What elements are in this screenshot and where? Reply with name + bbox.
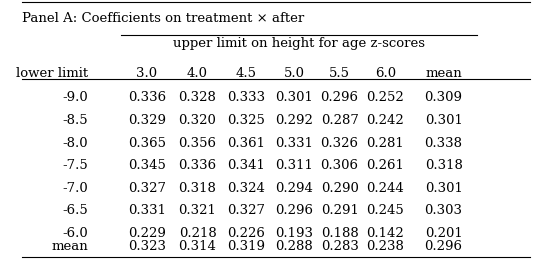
Text: 0.320: 0.320 xyxy=(178,114,216,127)
Text: 0.329: 0.329 xyxy=(128,114,166,127)
Text: 0.319: 0.319 xyxy=(227,240,265,253)
Text: 0.325: 0.325 xyxy=(227,114,265,127)
Text: 0.290: 0.290 xyxy=(320,182,358,195)
Text: 0.292: 0.292 xyxy=(275,114,313,127)
Text: 0.365: 0.365 xyxy=(128,136,166,149)
Text: 0.306: 0.306 xyxy=(320,159,358,172)
Text: lower limit: lower limit xyxy=(17,67,89,80)
Text: 0.321: 0.321 xyxy=(178,204,216,217)
Text: 0.288: 0.288 xyxy=(275,240,313,253)
Text: 0.303: 0.303 xyxy=(425,204,462,217)
Text: 0.345: 0.345 xyxy=(128,159,166,172)
Text: 0.326: 0.326 xyxy=(320,136,358,149)
Text: mean: mean xyxy=(52,240,89,253)
Text: 0.323: 0.323 xyxy=(128,240,166,253)
Text: 0.296: 0.296 xyxy=(275,204,313,217)
Text: 0.294: 0.294 xyxy=(275,182,313,195)
Text: 0.338: 0.338 xyxy=(425,136,462,149)
Text: Panel A: Coefficients on treatment × after: Panel A: Coefficients on treatment × aft… xyxy=(22,12,305,25)
Text: 0.311: 0.311 xyxy=(275,159,313,172)
Text: 6.0: 6.0 xyxy=(375,67,396,80)
Text: 0.238: 0.238 xyxy=(366,240,404,253)
Text: 3.0: 3.0 xyxy=(136,67,158,80)
Text: 0.193: 0.193 xyxy=(275,227,313,240)
Text: 0.226: 0.226 xyxy=(227,227,265,240)
Text: 0.324: 0.324 xyxy=(227,182,265,195)
Text: 0.336: 0.336 xyxy=(128,91,166,104)
Text: -8.5: -8.5 xyxy=(63,114,89,127)
Text: 0.327: 0.327 xyxy=(128,182,166,195)
Text: -6.0: -6.0 xyxy=(62,227,89,240)
Text: 0.331: 0.331 xyxy=(128,204,166,217)
Text: 0.361: 0.361 xyxy=(227,136,265,149)
Text: 0.283: 0.283 xyxy=(320,240,358,253)
Text: mean: mean xyxy=(425,67,462,80)
Text: 0.201: 0.201 xyxy=(425,227,462,240)
Text: 0.309: 0.309 xyxy=(425,91,462,104)
Text: 0.252: 0.252 xyxy=(366,91,404,104)
Text: 0.301: 0.301 xyxy=(425,114,462,127)
Text: 0.242: 0.242 xyxy=(366,114,404,127)
Text: 0.296: 0.296 xyxy=(320,91,358,104)
Text: 0.328: 0.328 xyxy=(178,91,216,104)
Text: 4.5: 4.5 xyxy=(235,67,256,80)
Text: -7.5: -7.5 xyxy=(62,159,89,172)
Text: 5.0: 5.0 xyxy=(284,67,304,80)
Text: -8.0: -8.0 xyxy=(63,136,89,149)
Text: 0.261: 0.261 xyxy=(366,159,404,172)
Text: 0.301: 0.301 xyxy=(275,91,313,104)
Text: 0.245: 0.245 xyxy=(366,204,404,217)
Text: 0.318: 0.318 xyxy=(178,182,216,195)
Text: -9.0: -9.0 xyxy=(62,91,89,104)
Text: 4.0: 4.0 xyxy=(187,67,208,80)
Text: 0.296: 0.296 xyxy=(425,240,462,253)
Text: -6.5: -6.5 xyxy=(62,204,89,217)
Text: 0.331: 0.331 xyxy=(275,136,313,149)
Text: 0.314: 0.314 xyxy=(178,240,216,253)
Text: 0.327: 0.327 xyxy=(227,204,265,217)
Text: 0.281: 0.281 xyxy=(366,136,404,149)
Text: 0.301: 0.301 xyxy=(425,182,462,195)
Text: 0.341: 0.341 xyxy=(227,159,265,172)
Text: 5.5: 5.5 xyxy=(329,67,350,80)
Text: 0.356: 0.356 xyxy=(178,136,216,149)
Text: 0.287: 0.287 xyxy=(320,114,358,127)
Text: 0.333: 0.333 xyxy=(226,91,265,104)
Text: 0.188: 0.188 xyxy=(321,227,358,240)
Text: upper limit on height for age z-scores: upper limit on height for age z-scores xyxy=(173,37,425,50)
Text: 0.336: 0.336 xyxy=(178,159,217,172)
Text: 0.244: 0.244 xyxy=(366,182,404,195)
Text: 0.291: 0.291 xyxy=(320,204,358,217)
Text: 0.218: 0.218 xyxy=(179,227,216,240)
Text: -7.0: -7.0 xyxy=(62,182,89,195)
Text: 0.229: 0.229 xyxy=(128,227,166,240)
Text: 0.142: 0.142 xyxy=(366,227,404,240)
Text: 0.318: 0.318 xyxy=(425,159,462,172)
